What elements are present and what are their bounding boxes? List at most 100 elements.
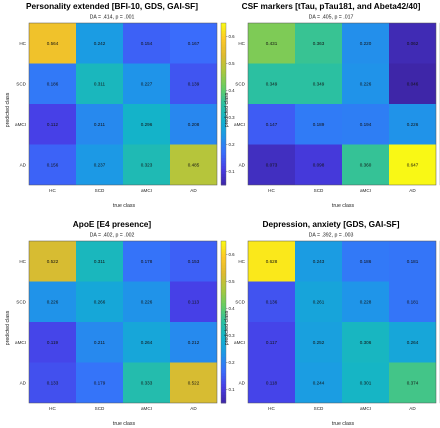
- cell-value-label: 0.167: [188, 41, 200, 46]
- panel-title: Depression, anxiety [GDS, GAI-SF]: [263, 219, 400, 229]
- colorbar-tick-label: 0.6: [229, 34, 236, 39]
- colorbar-segment: [221, 101, 226, 105]
- cell-value-label: 0.112: [47, 122, 59, 127]
- colorbar-segment: [221, 179, 226, 183]
- colorbar-segment: [221, 25, 226, 29]
- colorbar-segment: [221, 265, 226, 269]
- colorbar-segment: [221, 332, 226, 336]
- heatmap-cell: [29, 281, 76, 322]
- colorbar-segment: [221, 79, 226, 83]
- panel-title: CSF markers [tTau, pTau181, and Abeta42/…: [242, 1, 421, 11]
- cell-value-label: 0.311: [94, 81, 106, 86]
- colorbar-segment: [221, 66, 226, 70]
- heatmap-cell: [76, 63, 123, 104]
- colorbar-segment: [221, 273, 226, 277]
- colorbar-segment: [221, 305, 226, 309]
- colorbar-segment: [221, 330, 226, 334]
- cell-value-label: 0.181: [407, 299, 419, 304]
- colorbar-segment: [221, 155, 226, 159]
- panel-subtitle: DA = .392, p = .003: [309, 233, 354, 239]
- colorbar-segment: [221, 389, 226, 393]
- heatmap-cell: [29, 241, 76, 282]
- heatmap-cell: [389, 63, 436, 104]
- colorbar-segment: [221, 136, 226, 140]
- colorbar-tick-label: 0.4: [229, 88, 236, 93]
- grid-frame: [247, 22, 437, 186]
- y-tick-label: AD: [20, 162, 27, 167]
- cell-value-label: 0.301: [360, 380, 372, 385]
- cell-value-label: 0.264: [407, 340, 419, 345]
- cell-value-label: 0.363: [313, 41, 325, 46]
- heatmap-cell: [342, 322, 389, 363]
- cell-value-label: 0.564: [47, 41, 59, 46]
- x-tick-label: aMCI: [141, 406, 152, 411]
- colorbar-tick-label: 0.3: [229, 115, 236, 120]
- x-tick-label: SCD: [95, 188, 105, 193]
- colorbar-segment: [221, 322, 226, 326]
- grid-frame: [28, 240, 218, 404]
- cell-value-label: 0.306: [360, 340, 372, 345]
- colorbar-segment: [221, 295, 226, 299]
- y-tick-label: SCD: [16, 299, 26, 304]
- cell-value-label: 0.156: [47, 162, 59, 167]
- x-tick-label: SCD: [95, 406, 105, 411]
- colorbar-segment: [221, 262, 226, 266]
- heatmap-cell: [342, 241, 389, 282]
- colorbar-segment: [221, 373, 226, 377]
- heatmap-cell: [295, 63, 342, 104]
- cell-value-label: 0.360: [360, 162, 372, 167]
- cell-value-label: 0.296: [141, 122, 153, 127]
- heatmap-cell: [76, 241, 123, 282]
- cell-value-label: 0.062: [407, 41, 419, 46]
- y-tick-label: aMCI: [15, 122, 26, 127]
- cell-value-label: 0.485: [188, 162, 200, 167]
- cell-value-label: 0.244: [313, 380, 325, 385]
- colorbar-segment: [221, 74, 226, 78]
- colorbar-segment: [221, 55, 226, 59]
- colorbar-segment: [221, 397, 226, 401]
- colorbar-tick-label: 0.3: [229, 333, 236, 338]
- colorbar-segment: [221, 289, 226, 293]
- cell-value-label: 0.211: [94, 122, 106, 127]
- heatmap-cell: [248, 23, 295, 64]
- colorbar-segment: [221, 95, 226, 99]
- cell-value-label: 0.522: [47, 259, 59, 264]
- x-tick-label: HC: [49, 406, 56, 411]
- colorbar-segment: [221, 52, 226, 56]
- heatmap-cell: [29, 23, 76, 64]
- colorbar-segment: [221, 349, 226, 353]
- heatmap-cell: [170, 23, 217, 64]
- heatmap-cell: [170, 281, 217, 322]
- heatmap-cell: [295, 281, 342, 322]
- heatmap-cell: [389, 281, 436, 322]
- y-tick-label: HC: [238, 259, 245, 264]
- panel-title: ApoE [E4 presence]: [73, 219, 152, 229]
- colorbar-segment: [221, 351, 226, 355]
- cell-value-label: 0.178: [141, 259, 153, 264]
- colorbar-segment: [221, 87, 226, 91]
- colorbar-segment: [221, 139, 226, 143]
- colorbar-segment: [221, 278, 226, 282]
- panel-title: Personality extended [BFI-10, GDS, GAI-S…: [26, 1, 198, 11]
- heatmap-cell: [342, 281, 389, 322]
- colorbar-segment: [221, 28, 226, 32]
- colorbar-segment: [221, 158, 226, 162]
- colorbar-segment: [221, 160, 226, 164]
- panel-subtitle: DA = .405, p = .017: [309, 15, 354, 21]
- heatmap-cell: [170, 241, 217, 282]
- heatmap-cell: [29, 63, 76, 104]
- heatmap-cell: [123, 23, 170, 64]
- heatmap-grid: 0.431 0.363 0.220 0.062 0.349 0.349 0.226 0.046…: [234, 22, 437, 193]
- cell-value-label: 0.136: [266, 299, 278, 304]
- x-tick-label: AD: [409, 406, 416, 411]
- colorbar-segment: [221, 128, 226, 132]
- x-tick-label: aMCI: [360, 406, 371, 411]
- y-tick-label: AD: [239, 380, 246, 385]
- x-axis-label: true class: [332, 203, 355, 209]
- heatmap-cell: [248, 104, 295, 145]
- colorbar-segment: [221, 58, 226, 62]
- cell-value-label: 0.194: [360, 122, 372, 127]
- colorbar-segment: [221, 33, 226, 37]
- y-tick-label: AD: [20, 380, 27, 385]
